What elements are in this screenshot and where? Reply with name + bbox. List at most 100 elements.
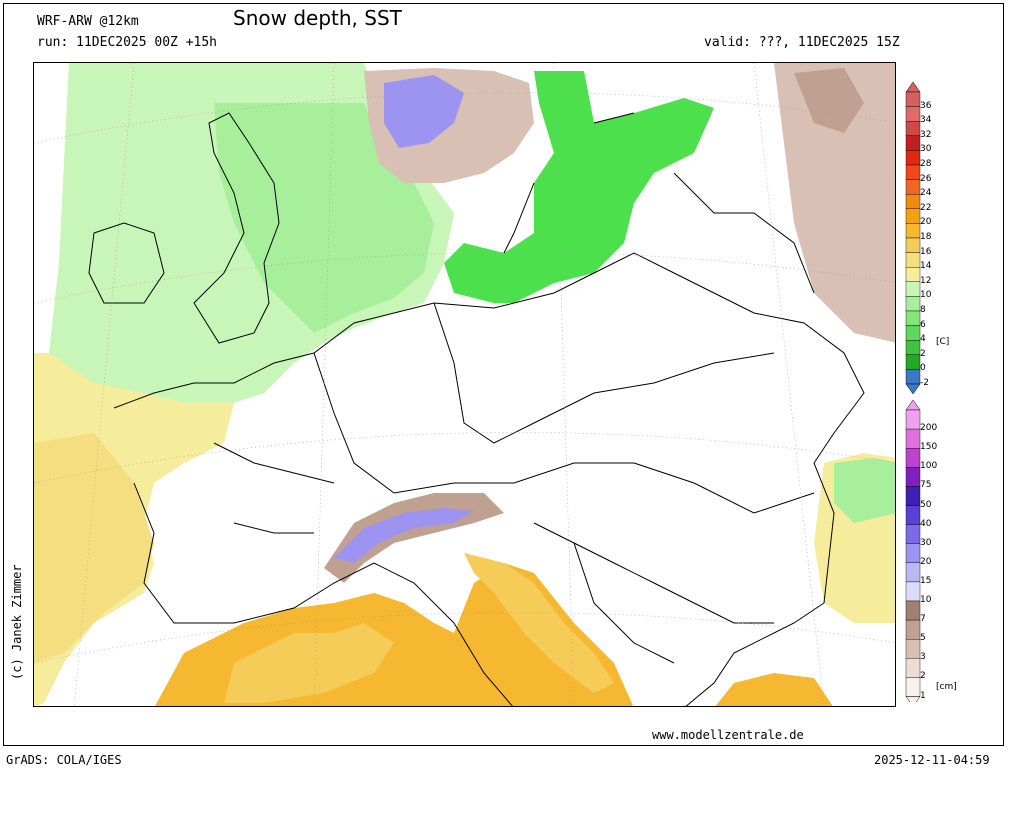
snow-legend-swatch [905, 658, 921, 678]
sst-legend-arrow-bottom [905, 383, 921, 395]
sst-legend-tick-label: 2 [920, 348, 926, 359]
sst-legend-tick-label: 22 [920, 202, 932, 213]
sst-legend-tick-label: 30 [920, 144, 932, 155]
snow-legend-swatch [905, 639, 921, 659]
med-sst-yellow [224, 623, 394, 703]
sst-legend-swatch [905, 237, 921, 253]
map-title: Snow depth, SST [233, 6, 402, 30]
blacksea-sst-green [834, 458, 895, 523]
sst-legend-swatch [905, 281, 921, 297]
sst-legend-swatch [905, 106, 921, 122]
sst-legend-arrow-top [905, 82, 921, 93]
sst-legend-tick-label: 14 [920, 261, 932, 272]
colorbar-svg [905, 82, 921, 702]
sst-legend-tick-label: 32 [920, 129, 932, 140]
sst-legend-tick-label: 10 [920, 290, 932, 301]
snow-legend-tick-label: 150 [920, 442, 938, 453]
snow-legend-tick-label: 200 [920, 423, 938, 434]
snow-legend-tick-label: 50 [920, 499, 932, 510]
scandinavia-snow-blue [384, 75, 464, 148]
sst-legend-swatch [905, 193, 921, 209]
snow-legend-swatch [905, 467, 921, 487]
graticule [34, 63, 895, 706]
snow-legend-tick-label: 75 [920, 480, 932, 491]
sst-legend-tick-label: 6 [920, 319, 926, 330]
sst-legend-tick-label: 24 [920, 188, 932, 199]
sst-legend-swatch [905, 208, 921, 224]
snow-legend-tick-label: 1 [920, 690, 926, 701]
sst-legend-swatch [905, 354, 921, 370]
sst-legend-unit: [C] [936, 337, 950, 347]
biscay-sst-light [34, 433, 154, 663]
weather-map [33, 62, 896, 707]
valid-label: valid: ???, 11DEC2025 15Z [704, 35, 900, 50]
sst-legend-tick-label: 16 [920, 246, 932, 257]
sst-legend-tick-label: 34 [920, 115, 932, 126]
snow-legend-tick-label: 7 [920, 614, 926, 625]
sst-legend-swatch [905, 150, 921, 166]
sst-legend-swatch [905, 325, 921, 341]
sst-legend-swatch [905, 223, 921, 239]
snow-legend-swatch [905, 505, 921, 525]
sst-legend-tick-label: 4 [920, 334, 926, 345]
sst-legend-swatch [905, 252, 921, 268]
sst-legend-tick-label: -2 [920, 378, 929, 388]
plot-frame [3, 3, 1004, 746]
sst-legend-swatch [905, 310, 921, 326]
snow-legend-tick-label: 30 [920, 537, 932, 548]
sst-legend-swatch [905, 369, 921, 385]
sst-legend-swatch [905, 164, 921, 180]
snow-legend-swatch [905, 562, 921, 583]
snow-legend-unit: [cm] [936, 682, 957, 692]
snow-legend-tick-label: 15 [920, 575, 932, 586]
sst-legend-tick-label: 12 [920, 275, 932, 286]
sst-legend-swatch [905, 121, 921, 137]
render-timestamp: 2025-12-11-04:59 [874, 753, 990, 767]
sst-legend-tick-label: 8 [920, 305, 926, 315]
baltic-sst [444, 71, 714, 303]
credit-container: (c) Janek Zimmer [10, 564, 24, 820]
snow-legend-tick-label: 20 [920, 556, 932, 567]
sst-legend-tick-label: 28 [920, 159, 932, 169]
alps-snow-blue [334, 508, 474, 563]
model-label: WRF-ARW @12km [37, 14, 139, 29]
sst-legend-tick-label: 18 [920, 232, 932, 242]
snow-legend-swatch [905, 619, 921, 640]
snow-legend-swatch [905, 600, 921, 621]
snow-legend-swatch [905, 677, 921, 697]
author-credit: (c) Janek Zimmer [10, 564, 24, 680]
snow-legend-swatch [905, 409, 921, 430]
map-canvas [34, 63, 895, 706]
russia-snow [774, 63, 895, 343]
snow-legend-swatch [905, 486, 921, 506]
run-label: run: 11DEC2025 00Z +15h [37, 35, 218, 50]
aegean-sst [715, 673, 833, 706]
snow-legend-arrow-top [905, 399, 921, 411]
snow-legend-swatch [905, 448, 921, 468]
sst-legend-tick-label: 0 [920, 363, 926, 374]
sst-legend-swatch [905, 266, 921, 282]
country-borders [88, 112, 865, 706]
snow-legend-swatch [905, 428, 921, 449]
snow-legend-swatch [905, 524, 921, 544]
snow-legend-arrow-bottom [905, 696, 921, 702]
grads-credit: GrADS: COLA/IGES [6, 753, 122, 767]
adriatic-sst [464, 553, 614, 693]
website-credit: www.modellzentrale.de [652, 728, 804, 742]
russia-snow-dark [794, 68, 864, 133]
snow-legend-tick-label: 10 [920, 595, 932, 605]
sst-legend-tick-label: 36 [920, 100, 932, 111]
sst-legend-tick-label: 20 [920, 217, 932, 228]
snow-legend-tick-label: 100 [920, 461, 938, 472]
sst-legend-tick-label: 26 [920, 173, 932, 184]
snow-legend-tick-label: 2 [920, 671, 926, 682]
snow-legend-tick-label: 5 [920, 633, 926, 644]
sst-legend-swatch [905, 135, 921, 151]
snow-legend-swatch [905, 581, 921, 602]
sst-legend-swatch [905, 179, 921, 195]
snow-legend-tick-label: 40 [920, 518, 932, 529]
snow-legend-swatch [905, 543, 921, 564]
sst-legend-swatch [905, 91, 921, 107]
snow-legend-tick-label: 3 [920, 652, 926, 663]
sst-legend-swatch [905, 340, 921, 356]
